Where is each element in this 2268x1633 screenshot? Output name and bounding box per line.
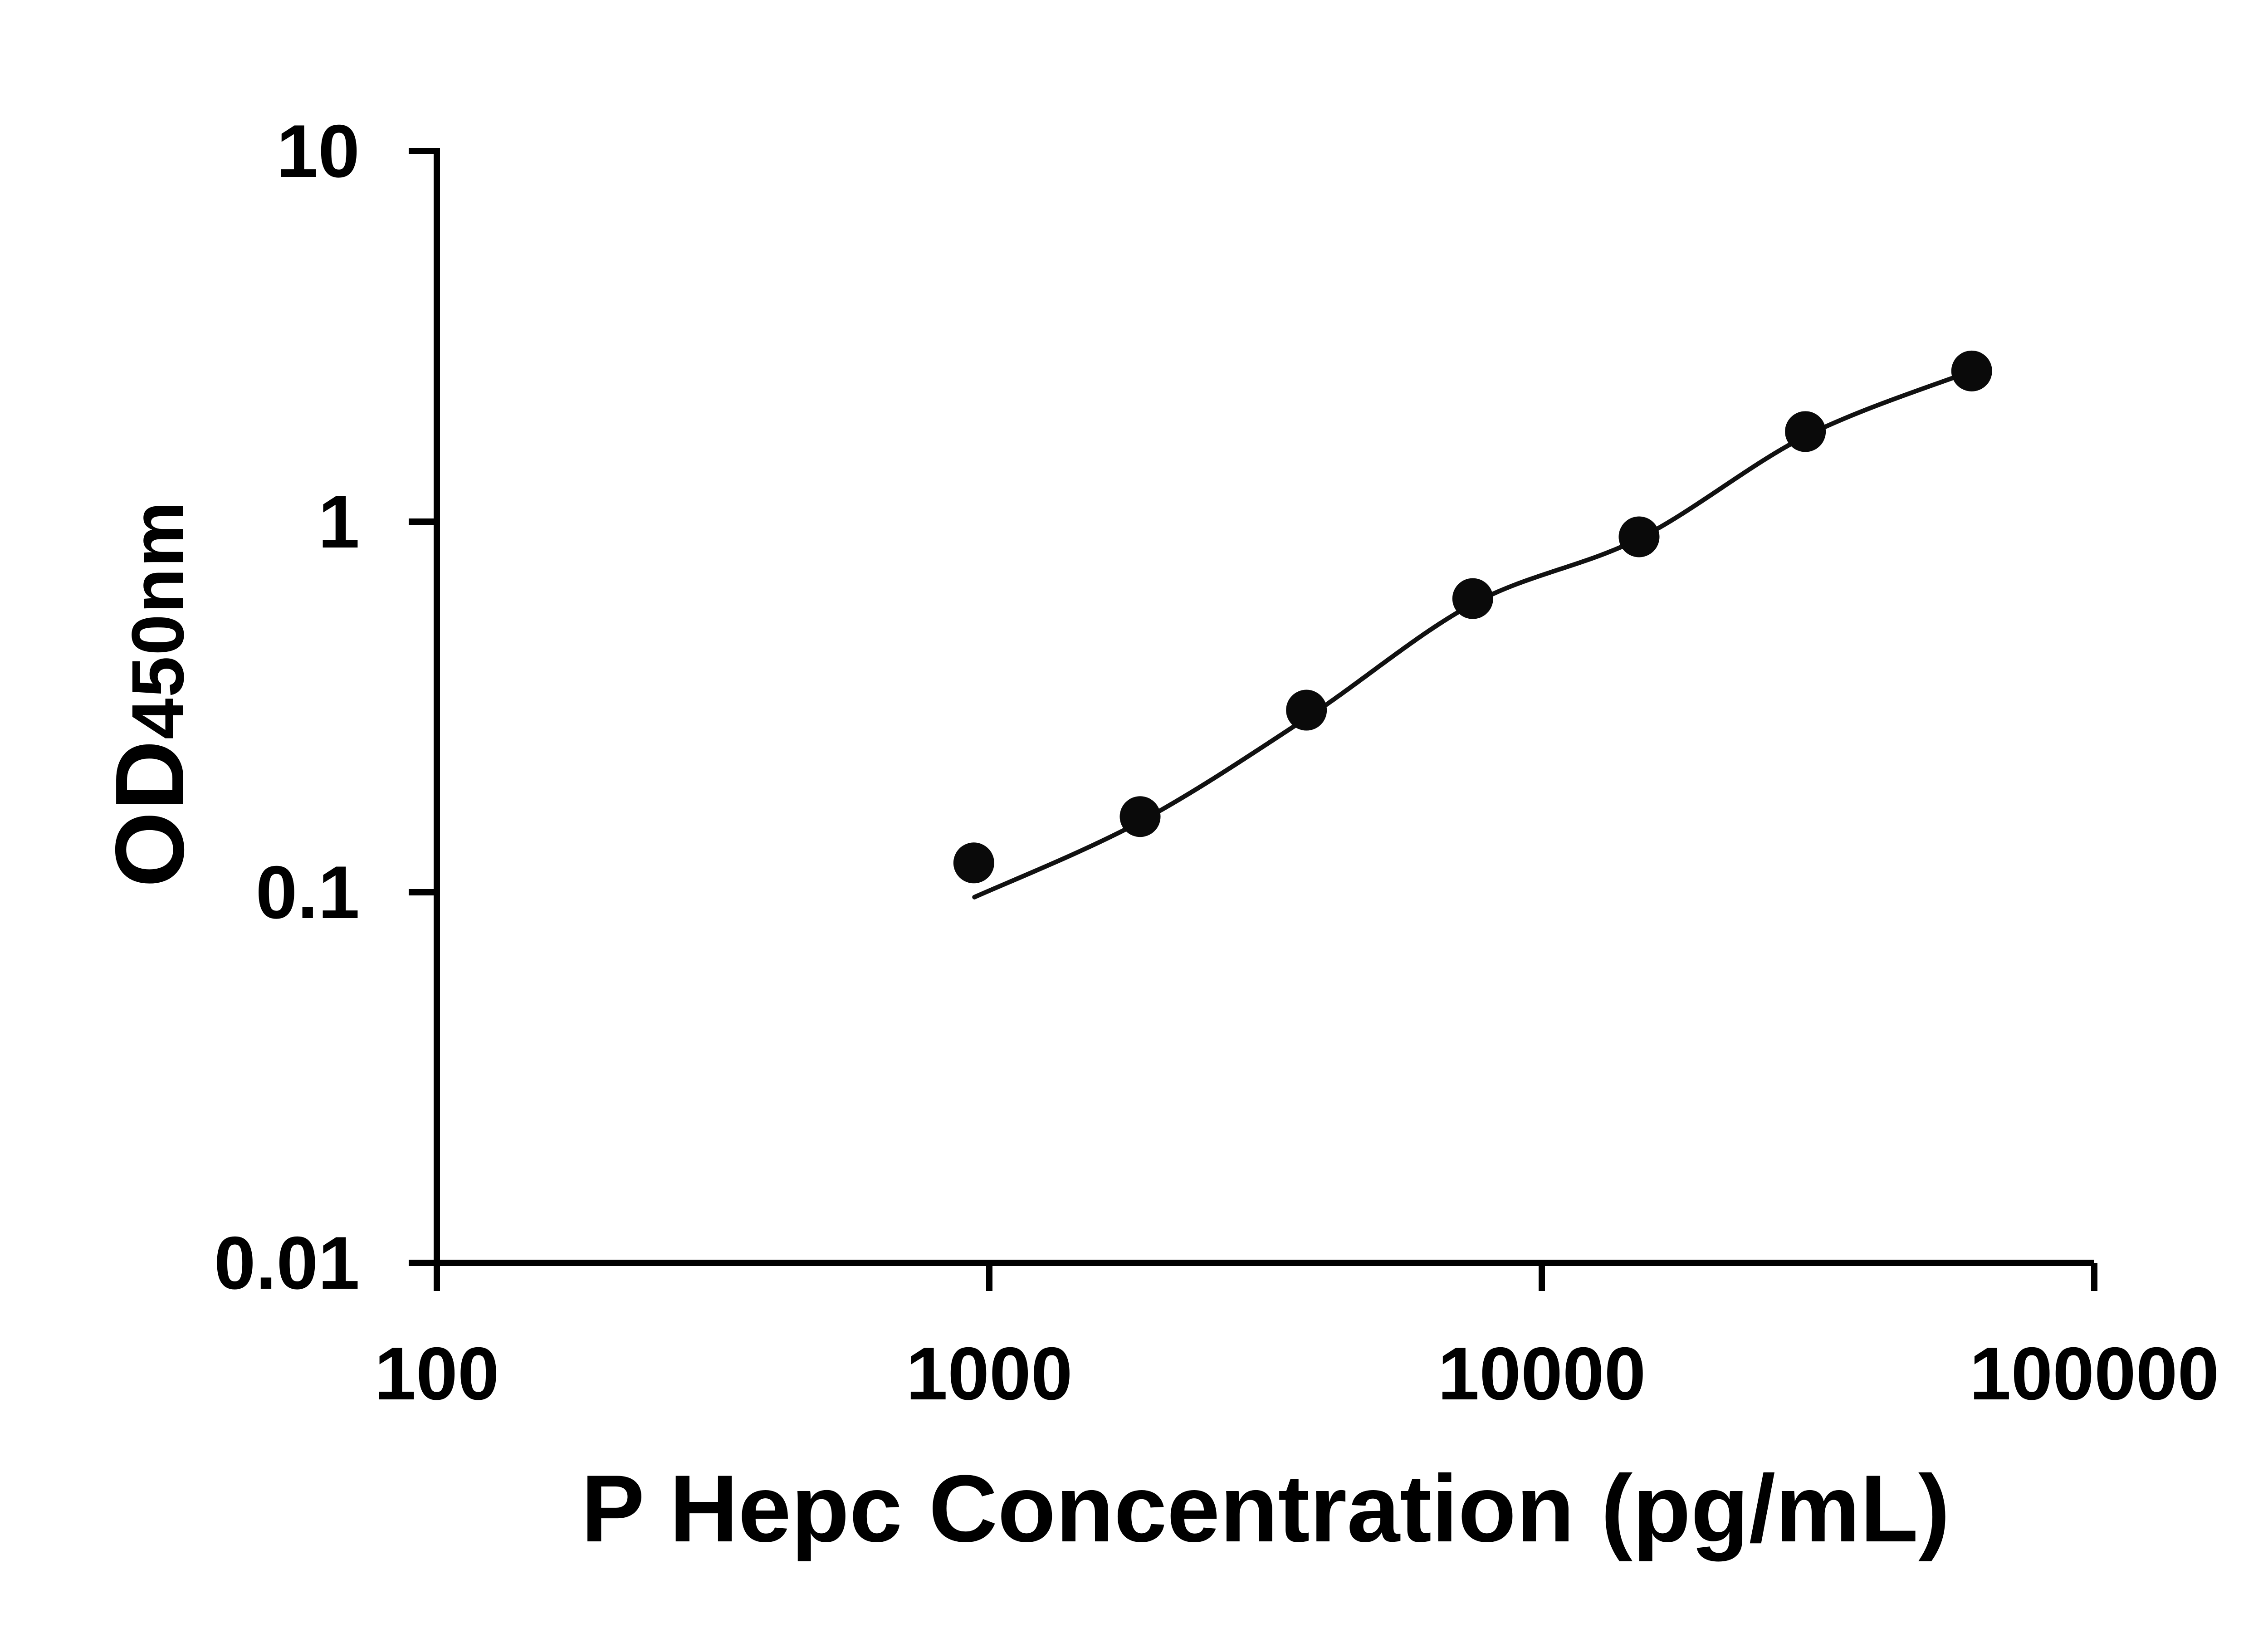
data-point [953, 842, 994, 884]
y-axis-title: OD450nm [93, 501, 206, 888]
x-tick-label: 100 [374, 1332, 499, 1415]
data-point [1286, 689, 1327, 731]
data-point [1452, 578, 1493, 619]
data-point [1119, 796, 1161, 837]
y-axis-title-main: OD [95, 739, 204, 888]
y-tick-label: 0.1 [256, 851, 360, 934]
data-point [1951, 350, 1992, 391]
y-tick-label: 10 [276, 109, 360, 193]
y-tick-label: 1 [318, 480, 360, 563]
x-tick-label: 10000 [1438, 1332, 1646, 1415]
x-tick-label: 1000 [906, 1332, 1072, 1415]
axis-lines [434, 148, 2094, 1266]
x-axis-title: P Hepc Concentration (pg/mL) [581, 1455, 1950, 1562]
y-tick-label: 0.01 [214, 1221, 360, 1305]
y-axis-title-subscript: 450nm [116, 500, 199, 739]
data-point [1618, 516, 1660, 557]
data-point [1785, 411, 1826, 452]
x-tick-label: 100000 [1970, 1332, 2219, 1415]
